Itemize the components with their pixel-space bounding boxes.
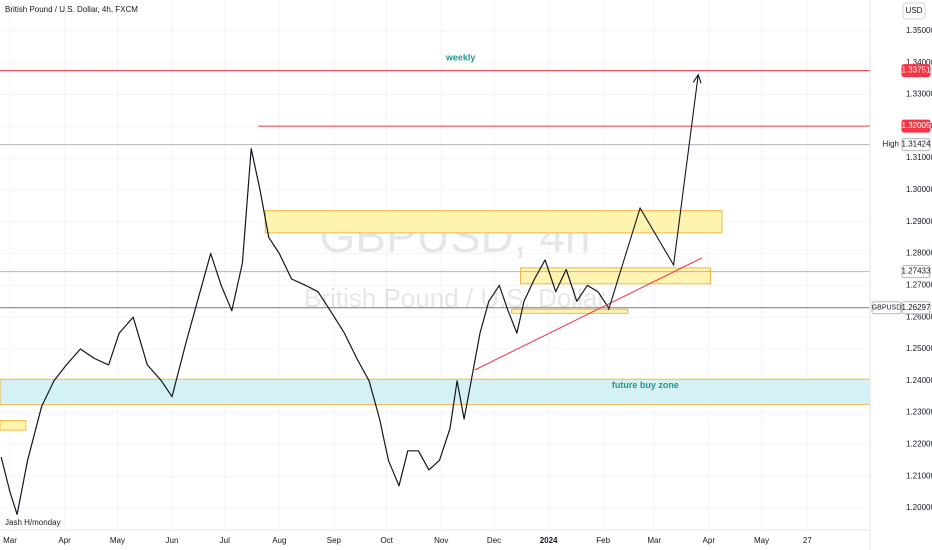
price-badge-label: 1.27433 [902, 267, 931, 276]
x-tick-label: Dec [487, 536, 501, 545]
zone [0, 420, 27, 431]
level-name: High [883, 140, 899, 149]
y-tick-label: 1.23000 [906, 408, 932, 417]
zone-label: weekly [445, 52, 476, 62]
y-tick-label: 1.20000 [906, 503, 932, 512]
y-tick-label: 1.31000 [906, 153, 932, 162]
price-badge-label: 1.33751 [902, 66, 931, 75]
y-tick-label: 1.22000 [906, 440, 932, 449]
watermark-sub: British Pound / U.S. Dollar [304, 283, 606, 313]
y-tick-label: 1.26000 [906, 312, 932, 321]
arrow-head [692, 73, 702, 84]
y-tick-label: 1.27000 [906, 280, 932, 289]
price-badge [901, 301, 931, 315]
price-badge-label: 1.26297 [902, 303, 931, 312]
x-tick-label: May [110, 536, 125, 545]
y-tick-label: 1.21000 [906, 471, 932, 480]
x-tick-label: Mar [3, 536, 17, 545]
projection-arrow [607, 74, 699, 311]
x-tick-label: Sep [327, 536, 342, 545]
x-tick-label: Jul [220, 536, 230, 545]
price-badge-label: 1.31424 [902, 140, 931, 149]
x-tick-label: Apr [703, 536, 716, 545]
x-tick-label: Aug [272, 536, 286, 545]
y-tick-label: 1.28000 [906, 249, 932, 258]
series-name: GBPUSD [872, 305, 902, 312]
y-tick-label: 1.35000 [906, 26, 932, 35]
y-tick-label: 1.33000 [906, 90, 932, 99]
footer: Jash H/monday [5, 518, 61, 527]
currency-box[interactable] [902, 2, 926, 20]
y-tick-label: 1.24000 [906, 376, 932, 385]
series-badge [871, 301, 902, 315]
trendline [474, 257, 702, 371]
chart-title: British Pound / U.S. Dollar, 4h, FXCM [5, 5, 138, 14]
x-tick-label: 27 [803, 536, 812, 545]
price-badge [901, 265, 931, 279]
y-tick-label: 1.29000 [906, 217, 932, 226]
price-badge-label: 1.32005 [902, 121, 931, 130]
x-tick-label: Mar [647, 536, 661, 545]
x-tick-label: Jun [166, 536, 179, 545]
axes: 1.350001.340001.330001.320001.310001.300… [3, 26, 932, 545]
plot: weekly future buy zone [0, 52, 871, 515]
x-tick-label: Apr [58, 536, 71, 545]
price-badge [901, 138, 931, 152]
x-tick-label: 2024 [540, 536, 558, 545]
zone [0, 378, 871, 406]
price-badge [901, 119, 931, 133]
price-line [0, 148, 609, 515]
y-tick-label: 1.25000 [906, 344, 932, 353]
y-tick-label: 1.30000 [906, 185, 932, 194]
zone-label: future buy zone [612, 380, 679, 390]
zone [511, 308, 629, 314]
price-badge [901, 64, 931, 78]
x-tick-label: Feb [596, 536, 610, 545]
currency[interactable]: USD [906, 6, 923, 15]
x-tick-label: Nov [434, 536, 448, 545]
x-tick-label: May [754, 536, 769, 545]
zone [264, 210, 723, 234]
x-tick-label: Oct [380, 536, 393, 545]
y-tick-label: 1.34000 [906, 58, 932, 67]
